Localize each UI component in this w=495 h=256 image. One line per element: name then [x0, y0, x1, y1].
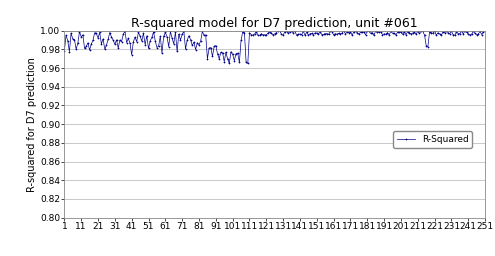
- Y-axis label: R-squared for D7 prediction: R-squared for D7 prediction: [27, 57, 37, 191]
- R-Squared: [481, 30, 487, 33]
- Title: R-squared model for D7 prediction, unit #061: R-squared model for D7 prediction, unit …: [131, 17, 418, 29]
- R-Squared: [61, 50, 67, 53]
- R-Squared: [130, 40, 136, 44]
- Legend: R-Squared: R-Squared: [393, 131, 472, 148]
- R-Squared: [226, 62, 232, 65]
- Line: R-Squared: R-Squared: [63, 29, 485, 65]
- R-Squared: [354, 31, 360, 34]
- R-Squared: [307, 32, 313, 35]
- R-Squared: [237, 61, 243, 64]
- R-Squared: [467, 34, 473, 37]
- R-Squared: [231, 59, 237, 62]
- R-Squared: [277, 29, 283, 32]
